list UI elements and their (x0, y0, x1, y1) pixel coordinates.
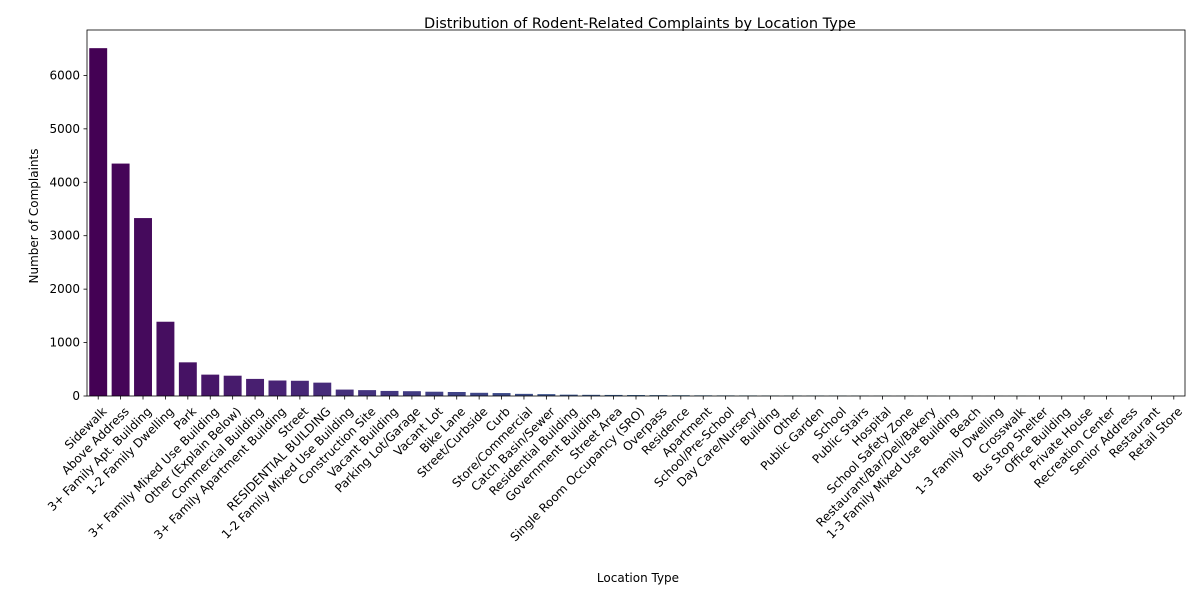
y-tick-label: 1000 (49, 336, 80, 350)
y-tick-label: 5000 (49, 122, 80, 136)
x-axis-label: Location Type (597, 571, 679, 585)
y-tick-label: 6000 (49, 68, 80, 82)
bar (111, 163, 130, 396)
bar (201, 374, 220, 396)
y-axis-label: Number of Complaints (27, 148, 41, 283)
bar (559, 394, 578, 396)
bar (268, 380, 287, 396)
bar (89, 48, 108, 397)
bar (402, 391, 421, 396)
bar (358, 390, 377, 396)
bar (134, 218, 152, 396)
bar (380, 390, 399, 396)
chart-title: Distribution of Rodent-Related Complaint… (424, 16, 856, 32)
bar (537, 394, 556, 396)
bar (156, 321, 175, 396)
bar (178, 362, 197, 396)
bar (246, 378, 265, 396)
bar (649, 395, 668, 396)
bar (335, 389, 354, 396)
bar (447, 391, 466, 396)
bar (470, 392, 489, 396)
bar (582, 394, 601, 396)
y-tick-label: 4000 (49, 175, 80, 189)
y-tick-label: 3000 (49, 229, 80, 243)
bar (492, 393, 511, 396)
bar (425, 391, 444, 396)
bar (223, 375, 242, 396)
y-axis: 0 1000 2000 3000 4000 5000 6000 (49, 68, 87, 403)
plot-frame (86, 29, 1186, 397)
bar (604, 394, 623, 396)
bars-group (89, 48, 1183, 397)
bar (627, 395, 645, 396)
y-tick-label: 2000 (49, 282, 80, 296)
y-tick-label: 0 (72, 389, 80, 403)
bar (514, 393, 533, 396)
bar (290, 380, 309, 396)
bar (313, 382, 332, 396)
